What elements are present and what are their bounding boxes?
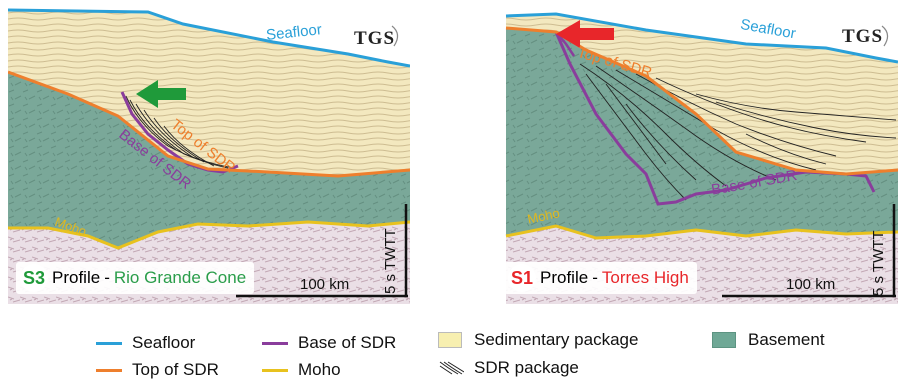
seismic-panel-s1: Seafloor TGS Top of SDR Base of SDR Moho… (496, 4, 898, 304)
legend-sdr-package-swatch (439, 361, 464, 375)
legend-sedimentary: Sedimentary package (438, 330, 638, 350)
legend-moho-label: Moho (298, 360, 341, 379)
base-of-sdr-line-s3 (120, 91, 239, 174)
legend-top-sdr-label: Top of SDR (132, 360, 219, 379)
seafloor-line-s3 (8, 8, 410, 68)
legend-sdr-package-label: SDR package (474, 358, 579, 377)
profile-badge-s1: S1 (508, 264, 536, 292)
profile-separator-s3: - (104, 268, 110, 287)
arrow-green-icon (136, 80, 186, 108)
sdr-package-s3 (125, 95, 235, 169)
legend-moho-swatch (262, 368, 288, 372)
profile-location-s3: Rio Grande Cone (113, 268, 247, 287)
profile-word-s1: Profile (540, 268, 589, 287)
scale-horizontal-label-s1: 100 km (786, 276, 836, 293)
seismic-panel-s3: Seafloor TGS Top of SDR Base of SDR Moho… (8, 4, 410, 304)
profile-badge-s3: S3 (20, 264, 48, 292)
legend-seafloor: Seafloor (96, 333, 195, 353)
profile-caption-s1: S1 Profile - Torres High (504, 262, 697, 294)
tgs-swirl-icon (391, 25, 399, 47)
top-of-sdr-line-s3 (8, 70, 410, 178)
moho-line-s3 (8, 220, 410, 250)
profile-caption-s3: S3 Profile - Rio Grande Cone (16, 262, 255, 294)
profile-word-s3: Profile (52, 268, 101, 287)
seismic-section-s3 (8, 4, 410, 304)
tgs-logo-s3: TGS (354, 28, 396, 49)
legend-seafloor-label: Seafloor (132, 333, 196, 352)
legend-seafloor-swatch (96, 341, 122, 345)
seafloor-line-s1 (505, 12, 898, 64)
legend-basement-swatch (712, 332, 736, 348)
legend-basement: Basement (712, 330, 825, 350)
profile-separator-s1: - (592, 268, 598, 287)
tgs-logo-s1: TGS (842, 26, 884, 47)
legend-basement-label: Basement (748, 330, 825, 349)
legend-sdr-package: SDR package (438, 358, 579, 378)
legend-moho: Moho (262, 360, 341, 380)
legend-base-sdr: Base of SDR (262, 333, 396, 353)
tgs-swirl-icon (881, 25, 889, 47)
legend-sedimentary-label: Sedimentary package (474, 330, 639, 349)
legend-top-sdr: Top of SDR (96, 360, 219, 380)
legend-base-sdr-swatch (262, 341, 288, 345)
legend-sedimentary-swatch (438, 332, 462, 348)
profile-location-s1: Torres High (601, 268, 689, 287)
legend-top-sdr-swatch (96, 368, 122, 372)
moho-line-s1 (505, 224, 898, 240)
arrow-red-icon (556, 20, 614, 48)
legend-base-sdr-label: Base of SDR (298, 333, 397, 352)
seismic-section-s1 (496, 4, 898, 304)
scale-vertical-label-s3: 5 s TWTT (382, 228, 399, 294)
scale-horizontal-label-s3: 100 km (300, 276, 350, 293)
scale-vertical-label-s1: 5 s TWTT (870, 230, 887, 296)
